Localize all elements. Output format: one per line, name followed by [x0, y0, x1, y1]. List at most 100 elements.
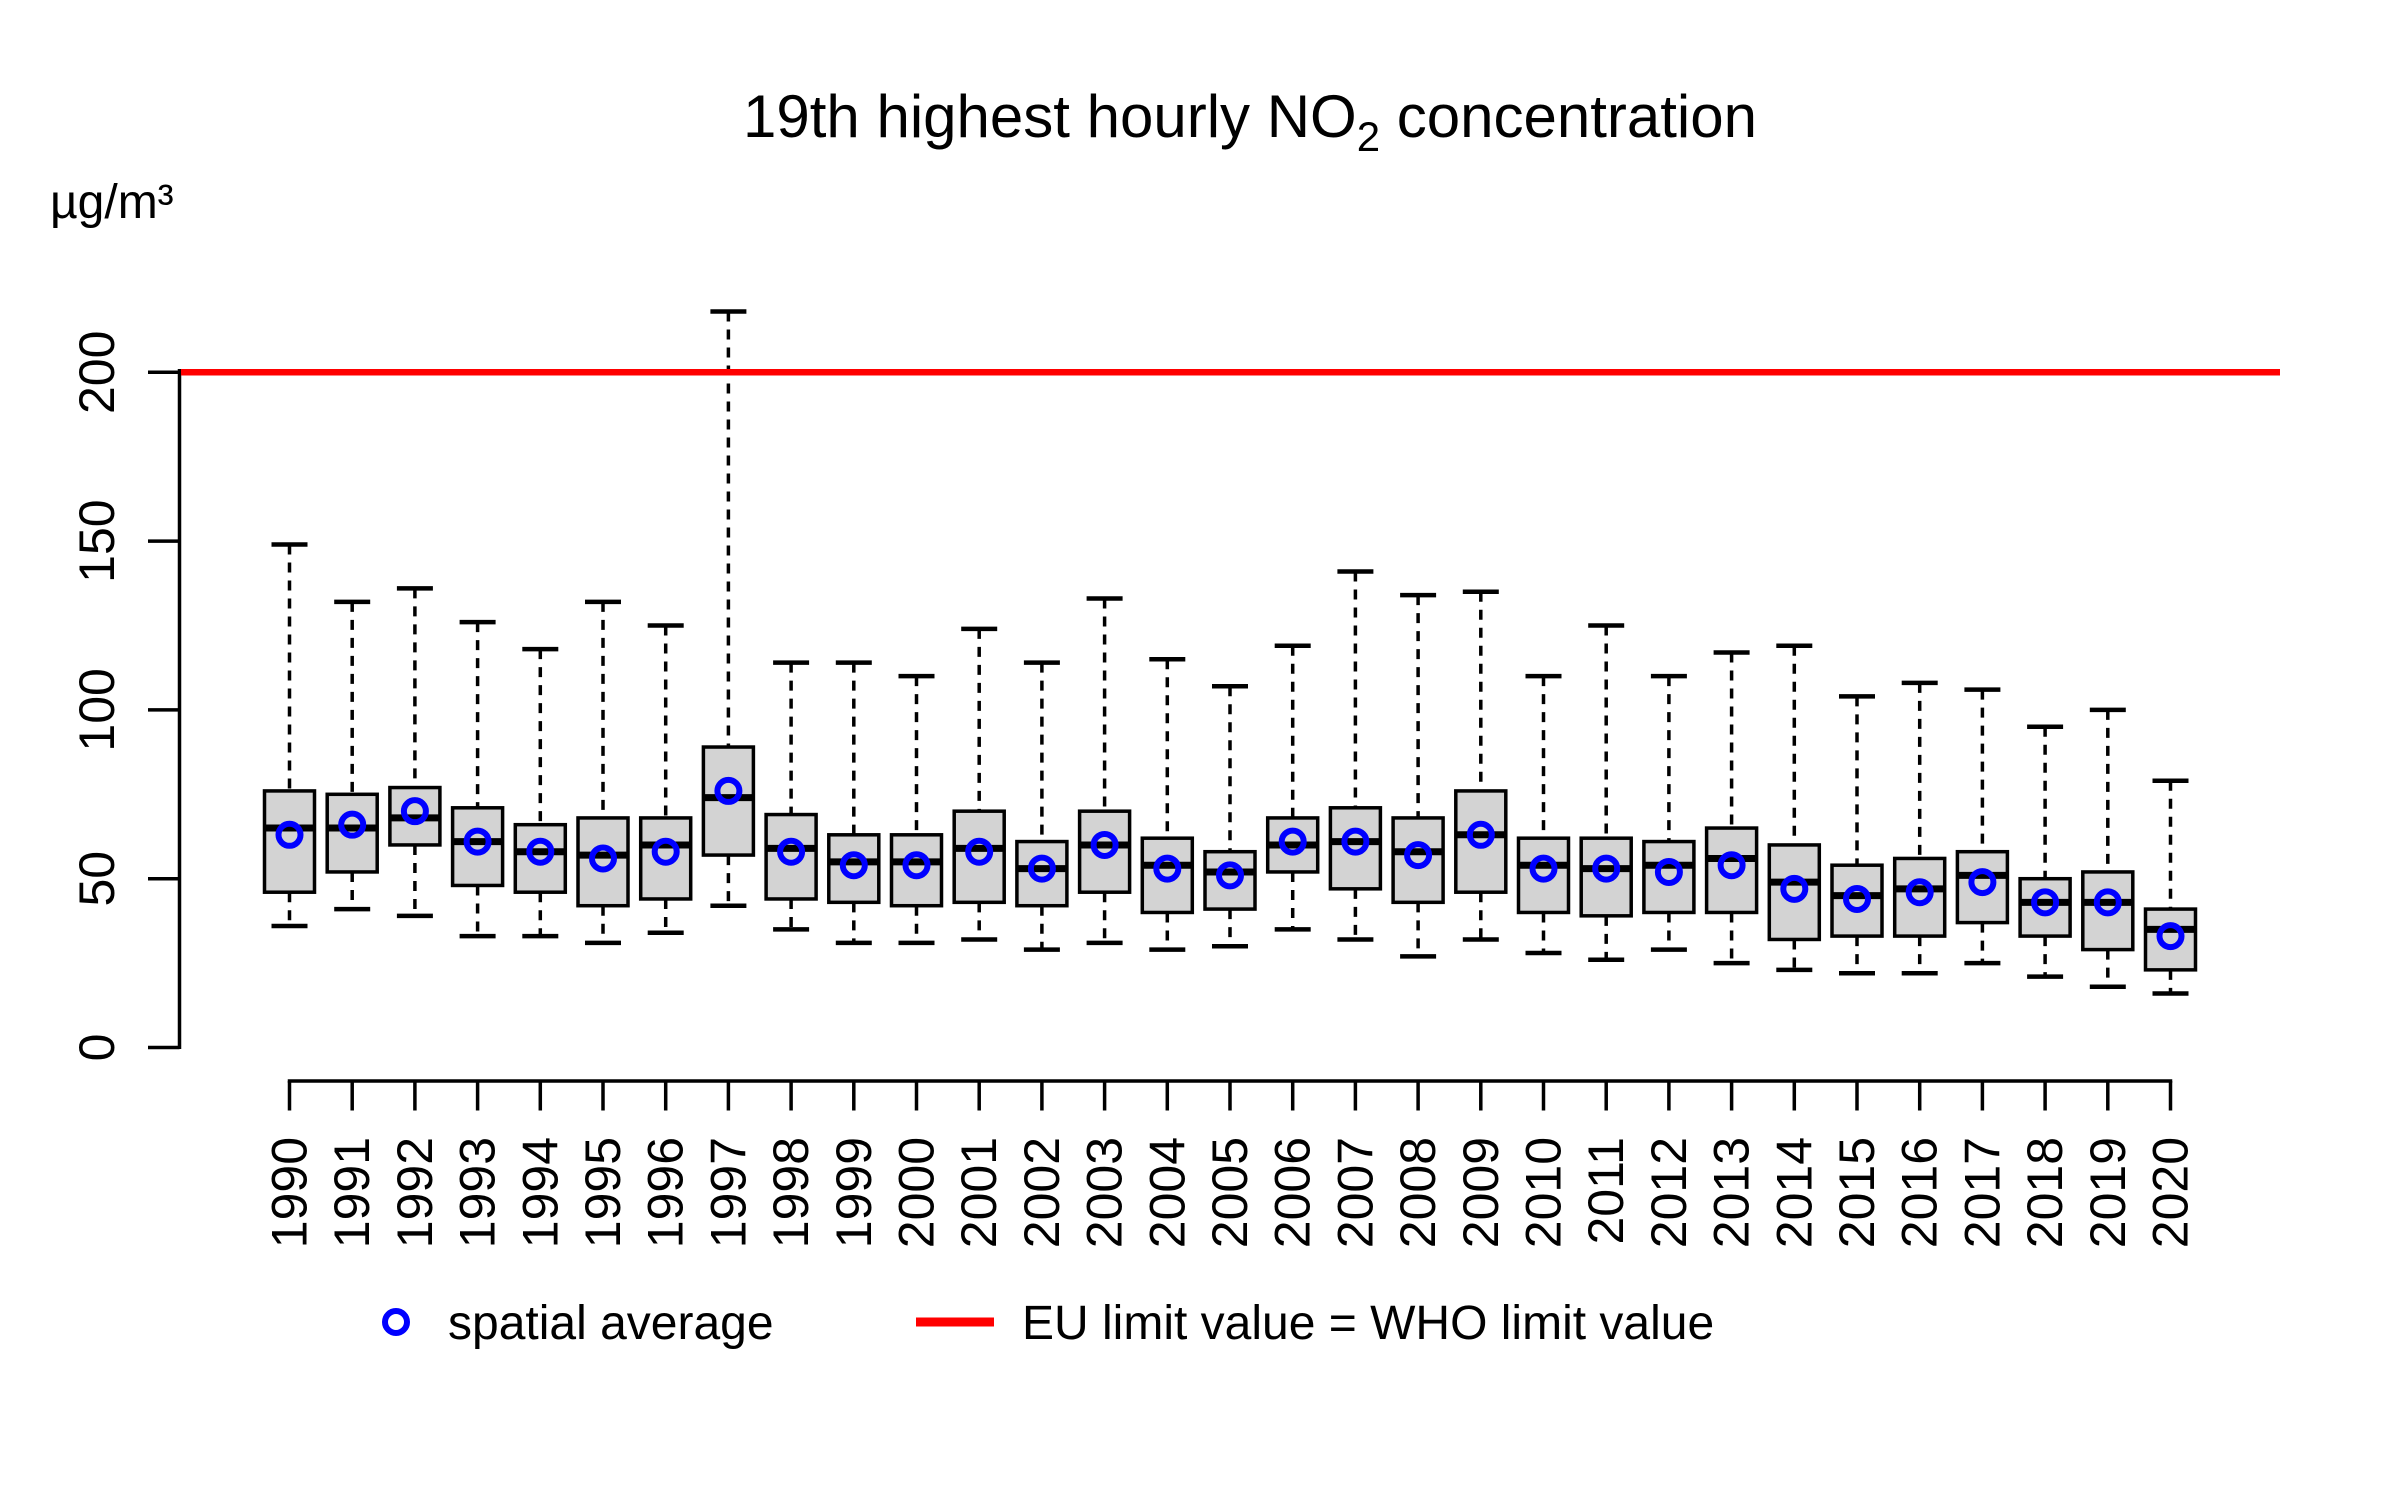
boxplot-year-2018: [2018, 724, 2072, 979]
iqr-box-2007: [1328, 806, 1383, 891]
boxplot-year-2019: [2081, 707, 2135, 989]
boxplot-year-2010: [1516, 673, 1571, 956]
iqr-box-2019: [2081, 870, 2135, 952]
boxplot-year-2014: [1767, 643, 1822, 973]
spatial-average-marker-1998: [777, 837, 806, 866]
boxplot-year-1994: [513, 646, 568, 939]
boxplot-year-2015: [1830, 694, 1884, 976]
spatial-average-marker-2006: [1278, 827, 1307, 856]
iqr-box-2001: [952, 809, 1006, 905]
x-tick-label-2014: 2014: [1766, 1137, 1822, 1248]
y-tick-label-50: 50: [69, 851, 125, 907]
spatial-average-marker-2012: [1654, 857, 1683, 886]
boxplot-year-1999: [827, 660, 881, 946]
iqr-box-2012: [1642, 839, 1696, 915]
y-tick-label-100: 100: [69, 668, 125, 751]
boxplot-year-1997: [701, 309, 756, 908]
spatial-average-marker-2004: [1153, 854, 1182, 883]
spatial-average-marker-2015: [1843, 884, 1871, 913]
iqr-box-2017: [1955, 849, 2010, 925]
spatial-average-marker-2018: [2031, 888, 2060, 917]
iqr-box-2008: [1391, 816, 1445, 905]
boxplot-year-2013: [1704, 650, 1759, 966]
spatial-average-marker-2007: [1341, 827, 1370, 856]
chart-title: 19th highest hourly NO2 concentration: [743, 83, 1757, 160]
x-tick-label-2017: 2017: [1954, 1137, 2010, 1248]
iqr-box-2009: [1454, 789, 1508, 894]
x-tick-label-2007: 2007: [1327, 1137, 1383, 1248]
spatial-average-marker-1996: [651, 837, 680, 866]
iqr-box-2003: [1077, 809, 1132, 894]
boxplot-year-2009: [1454, 589, 1508, 942]
iqr-box-2020: [2143, 907, 2198, 972]
boxplot-year-2005: [1203, 684, 1257, 949]
spatial-average-marker-1992: [400, 797, 429, 826]
iqr-box-1990: [262, 789, 317, 894]
x-tick-label-2018: 2018: [2017, 1137, 2073, 1248]
spatial-average-marker-1990: [275, 820, 304, 849]
boxplot-year-2008: [1391, 592, 1445, 959]
iqr-box-1998: [764, 812, 818, 901]
x-tick-label-2000: 2000: [889, 1137, 945, 1248]
legend: spatial average EU limit value = WHO lim…: [382, 1297, 1714, 1350]
spatial-average-marker-2014: [1780, 874, 1809, 903]
spatial-average-marker-1991: [338, 810, 367, 839]
spatial-average-marker-2003: [1090, 830, 1119, 859]
boxplot-year-2006: [1265, 643, 1320, 932]
spatial-average-marker-2000: [902, 851, 931, 880]
iqr-box-1993: [450, 806, 505, 888]
boxplot-year-2004: [1140, 657, 1195, 952]
boxplot-year-1998: [764, 660, 818, 932]
boxplot-year-2011: [1579, 623, 1633, 962]
spatial-average-marker-2009: [1466, 820, 1495, 849]
x-tick-label-1996: 1996: [638, 1137, 694, 1248]
boxplot-year-2012: [1642, 673, 1696, 952]
x-tick-label-1998: 1998: [763, 1137, 819, 1248]
x-tick-label-2008: 2008: [1390, 1137, 1446, 1248]
x-tick-label-2003: 2003: [1077, 1137, 1133, 1248]
spatial-average-marker-2010: [1529, 854, 1558, 883]
chart-title-suffix: concentration: [1380, 83, 1757, 150]
x-tick-label-2004: 2004: [1139, 1137, 1195, 1248]
x-tick-label-2009: 2009: [1453, 1137, 1509, 1248]
x-tick-label-2001: 2001: [951, 1137, 1007, 1248]
boxplot-year-1993: [450, 619, 505, 939]
iqr-box-2016: [1892, 856, 1947, 938]
boxplot-year-2003: [1077, 596, 1132, 946]
spatial-average-marker-2005: [1216, 861, 1244, 890]
spatial-average-marker-2002: [1027, 854, 1056, 883]
boxplot-series: [262, 309, 2198, 996]
chart-title-prefix: 19th highest hourly NO: [743, 83, 1357, 150]
boxplot-year-1990: [262, 542, 317, 929]
spatial-average-marker-2001: [965, 837, 994, 866]
iqr-box-2010: [1516, 836, 1571, 915]
iqr-box-2011: [1579, 836, 1633, 918]
x-tick-label-1991: 1991: [324, 1137, 380, 1248]
boxplot-year-2000: [889, 673, 944, 946]
iqr-box-2018: [2018, 876, 2072, 938]
boxplot-year-1995: [576, 599, 630, 946]
iqr-box-2014: [1767, 843, 1822, 942]
boxplot-year-1992: [388, 586, 442, 919]
iqr-box-2004: [1140, 836, 1195, 915]
legend-eu-limit-label: EU limit value = WHO limit value: [1022, 1297, 1714, 1350]
spatial-average-marker-1999: [839, 851, 868, 880]
boxplot-year-1991: [325, 599, 379, 912]
spatial-average-marker-2016: [1905, 878, 1934, 907]
boxplot-year-1996: [638, 623, 693, 935]
spatial-average-marker-2008: [1404, 841, 1433, 870]
iqr-box-1995: [576, 816, 630, 908]
x-tick-label-2019: 2019: [2080, 1137, 2136, 1248]
axes-layer: 0 50 100 150 200 1990 1991 1992 1993 1994 1995 1996…: [69, 331, 2199, 1249]
y-tick-label-0: 0: [69, 1034, 125, 1062]
spatial-average-marker-1995: [589, 844, 617, 873]
spatial-average-marker-1997: [714, 776, 743, 805]
iqr-box-2002: [1015, 839, 1069, 908]
boxplot-year-2001: [952, 626, 1006, 942]
x-tick-label-2013: 2013: [1704, 1137, 1760, 1248]
iqr-box-2013: [1704, 826, 1759, 915]
spatial-average-marker-2017: [1968, 868, 1997, 897]
x-tick-label-2005: 2005: [1202, 1137, 1258, 1248]
